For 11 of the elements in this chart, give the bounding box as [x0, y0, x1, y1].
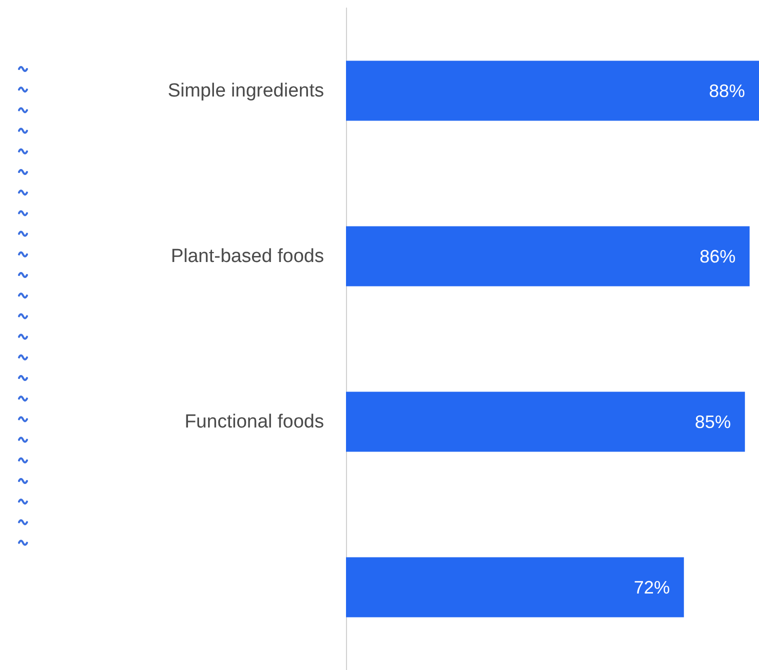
- y-tick-label: Functional foods: [184, 411, 324, 432]
- data-label: 88%: [708, 80, 745, 101]
- y-tick-label: Plant-based foods: [170, 246, 324, 267]
- bar: [346, 557, 684, 618]
- y-tick-label: Simple ingredients: [168, 80, 324, 102]
- bar: [346, 60, 759, 121]
- data-label: 72%: [634, 577, 670, 598]
- data-label: 85%: [694, 412, 731, 432]
- bar: [346, 226, 750, 286]
- bar: [346, 392, 745, 452]
- data-label: 86%: [700, 246, 736, 266]
